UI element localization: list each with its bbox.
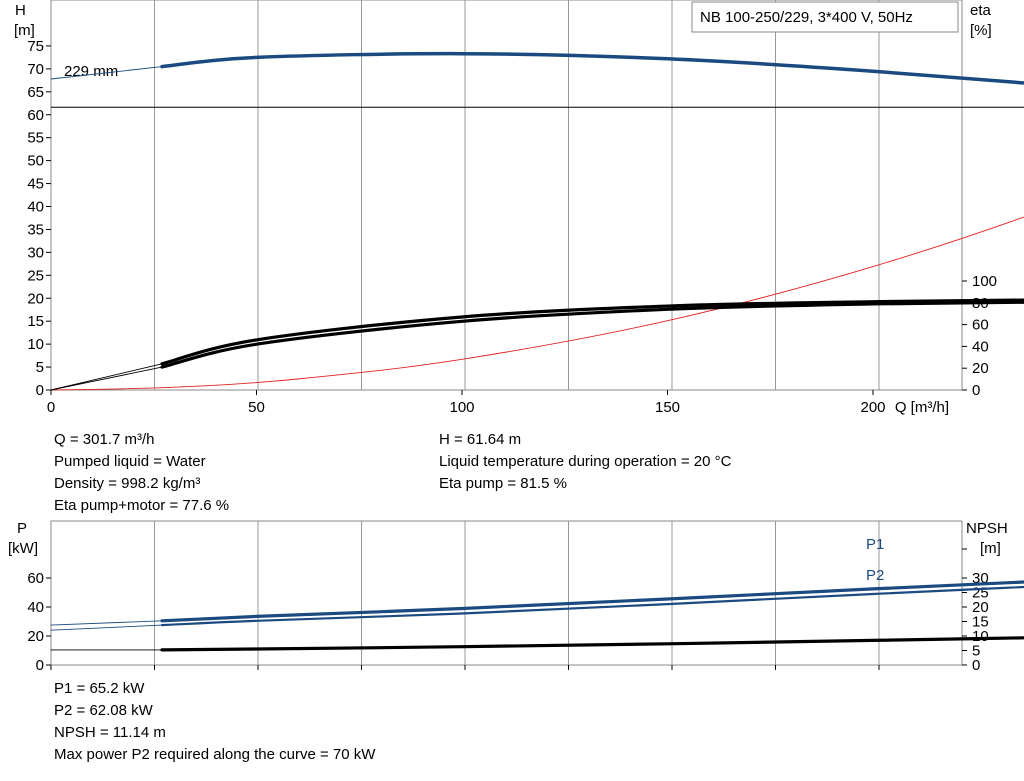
- npsh-tick-label: 5: [972, 643, 980, 660]
- h-axis-unit: [m]: [14, 22, 35, 39]
- system-curve: [50, 216, 1024, 391]
- q-tick-label: 50: [248, 399, 265, 416]
- eta-tick-label: 0: [972, 382, 980, 399]
- p2-readout: P2 = 62.08 kW: [54, 702, 153, 719]
- npsh-tick-label: 15: [972, 614, 989, 631]
- info-top-left: Q = 301.7 m³/h Pumped liquid = Water Den…: [54, 429, 229, 517]
- h-tick-label: 5: [36, 359, 44, 376]
- eta-tick-label: 20: [972, 360, 989, 377]
- h-tick-label: 15: [27, 313, 44, 330]
- chart-title: NB 100-250/229, 3*400 V, 50Hz: [700, 9, 913, 26]
- eta-pump-readout: Eta pump = 81.5 %: [439, 475, 567, 492]
- panel2-frame: [50, 520, 963, 666]
- npsh-tick-label: 0: [972, 657, 980, 674]
- h-tick-label: 30: [27, 244, 44, 261]
- p-axis-unit: [kW]: [8, 540, 38, 557]
- info-bottom: P1 = 65.2 kW P2 = 62.08 kW NPSH = 11.14 …: [54, 678, 375, 766]
- p1-readout: P1 = 65.2 kW: [54, 680, 145, 697]
- head-curve-extension: [50, 66, 163, 80]
- p-tick-label: 40: [27, 599, 44, 616]
- q-axis-label: Q [m³/h]: [895, 399, 949, 416]
- flow-readout: Q = 301.7 m³/h: [54, 431, 155, 448]
- h-tick-label: 45: [27, 176, 44, 193]
- panel1-frame: [50, 0, 963, 391]
- npsh-axis-label: NPSH: [966, 520, 1008, 537]
- q-tick-label: 0: [47, 399, 55, 416]
- p-axis-label: P: [17, 520, 27, 537]
- p2-curve: [160, 585, 1024, 627]
- eta-tick-label: 40: [972, 338, 989, 355]
- p-tick-label: 60: [27, 570, 44, 587]
- npsh-tick-label: 25: [972, 585, 989, 602]
- h-tick-label: 75: [27, 38, 44, 55]
- h-tick-label: 0: [36, 382, 44, 399]
- efficiency-curve-extension: [50, 366, 163, 391]
- q-tick-label: 200: [860, 399, 885, 416]
- npsh-tick-label: 10: [972, 628, 989, 645]
- efficiency-curve-pump-motor: [160, 300, 1024, 369]
- h-tick-label: 55: [27, 130, 44, 147]
- h-tick-label: 40: [27, 199, 44, 216]
- efficiency-curve-extension: [50, 363, 163, 391]
- title-box: [691, 1, 959, 33]
- eta-pump-motor-readout: Eta pump+motor = 77.6 %: [54, 497, 230, 514]
- p-tick-label: 0: [36, 657, 44, 674]
- h-tick-label: 35: [27, 221, 44, 238]
- h-tick-label: 25: [27, 267, 44, 284]
- p-tick-label: 20: [27, 628, 44, 645]
- pumped-liquid-readout: Pumped liquid = Water: [54, 453, 206, 470]
- efficiency-curve-pump: [160, 298, 1024, 366]
- info-top-right: H = 61.64 m Liquid temperature during op…: [439, 429, 731, 495]
- npsh-tick-label: 20: [972, 599, 989, 616]
- p1-curve: [160, 580, 1024, 623]
- q-tick-label: 150: [655, 399, 680, 416]
- h-axis-label: H: [15, 2, 26, 19]
- p2-series-label: P2: [866, 567, 884, 584]
- npsh-readout: NPSH = 11.14 m: [54, 724, 166, 741]
- head-readout: H = 61.64 m: [439, 431, 522, 448]
- h-tick-label: 20: [27, 290, 44, 307]
- h-tick-label: 70: [27, 61, 44, 78]
- h-tick-label: 65: [27, 84, 44, 101]
- p2-curve-extension: [50, 624, 163, 631]
- h-tick-label: 10: [27, 336, 44, 353]
- eta-tick-label: 100: [972, 273, 997, 290]
- npsh-axis-unit: [m]: [980, 540, 1001, 557]
- density-readout: Density = 998.2 kg/m³: [54, 475, 201, 492]
- eta-axis-unit: [%]: [970, 22, 992, 39]
- npsh-curve: [160, 636, 1024, 652]
- h-tick-label: 60: [27, 107, 44, 124]
- eta-axis-label: eta: [970, 2, 992, 19]
- q-tick-label: 100: [449, 399, 474, 416]
- p1-curve-extension: [50, 620, 163, 626]
- liquid-temperature-readout: Liquid temperature during operation = 20…: [439, 453, 732, 470]
- impeller-size-label: 229 mm: [64, 63, 118, 80]
- max-power-readout: Max power P2 required along the curve = …: [54, 746, 376, 763]
- eta-tick-label: 60: [972, 317, 989, 334]
- h-tick-label: 50: [27, 153, 44, 170]
- head-curve: [160, 51, 1024, 85]
- p1-series-label: P1: [866, 536, 884, 553]
